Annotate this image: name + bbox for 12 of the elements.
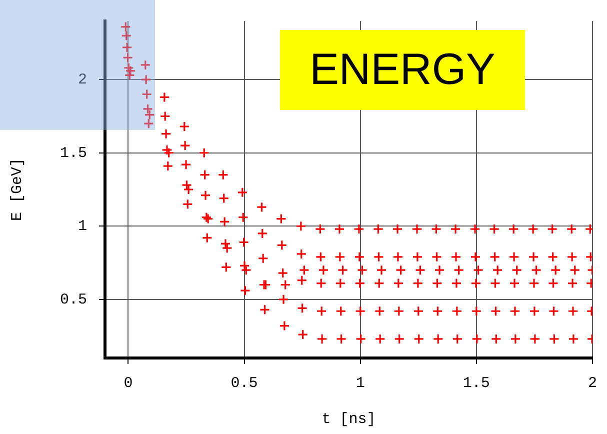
x-tick-label: 0.5 bbox=[230, 374, 258, 392]
annotation: ENERGY bbox=[280, 30, 525, 110]
x-tick-label: 1 bbox=[356, 374, 365, 392]
y-axis-title: E [GeV] bbox=[8, 158, 26, 222]
y-tick-label: 1 bbox=[78, 218, 88, 236]
y-tick-label: 0.5 bbox=[60, 291, 88, 308]
y-tick-label: 1.5 bbox=[60, 144, 88, 162]
y-tick-label: 2 bbox=[78, 72, 88, 89]
x-axis-title: t [ns] bbox=[322, 410, 376, 428]
x-tick-label: 1.5 bbox=[462, 374, 490, 392]
x-tick-label: 2 bbox=[588, 374, 598, 392]
x-tick-label: 0 bbox=[124, 374, 133, 392]
